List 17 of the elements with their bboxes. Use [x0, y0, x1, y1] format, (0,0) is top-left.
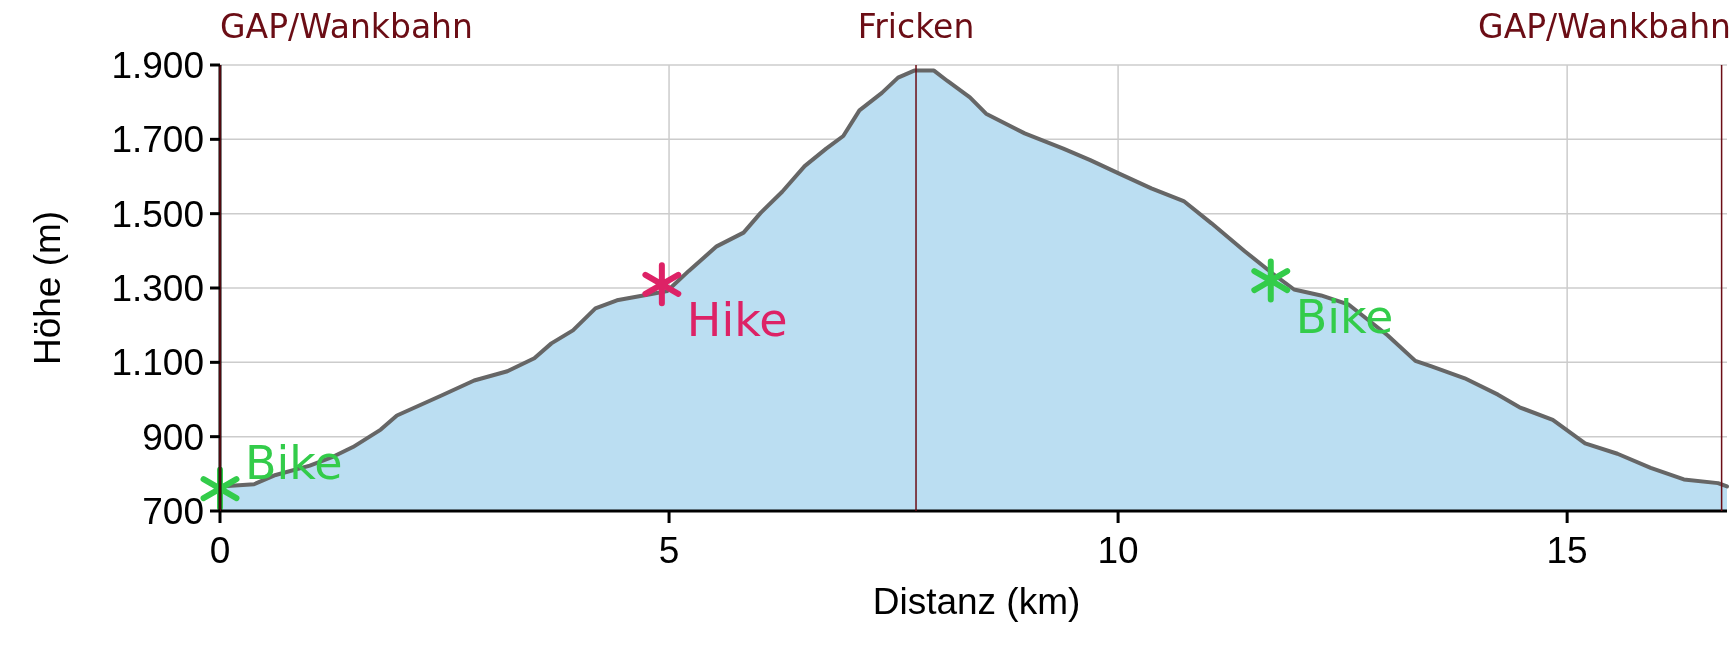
- legend-label: Hike: [686, 293, 788, 348]
- y-tick-label: 1.500: [111, 193, 204, 235]
- x-tick-label: 0: [209, 530, 231, 571]
- ref-line-label: GAP/Wankbahn: [1478, 7, 1731, 46]
- y-tick-label: 1.100: [111, 342, 204, 384]
- y-tick-label: 700: [142, 490, 204, 532]
- ref-line-label: Fricken: [857, 7, 975, 46]
- y-tick-label: 1.900: [111, 44, 204, 86]
- x-tick-label: 15: [1546, 530, 1588, 571]
- y-tick-label: 900: [142, 416, 204, 458]
- y-tick-label: 1.700: [111, 119, 204, 161]
- y-axis-title: Höhe (m): [27, 210, 68, 366]
- y-tick-label: 1.300: [111, 267, 204, 309]
- x-axis-title: Distanz (km): [872, 581, 1081, 622]
- ref-line-label: GAP/Wankbahn: [220, 7, 473, 46]
- x-tick-label: 10: [1097, 530, 1139, 571]
- x-tick-label: 5: [658, 530, 680, 571]
